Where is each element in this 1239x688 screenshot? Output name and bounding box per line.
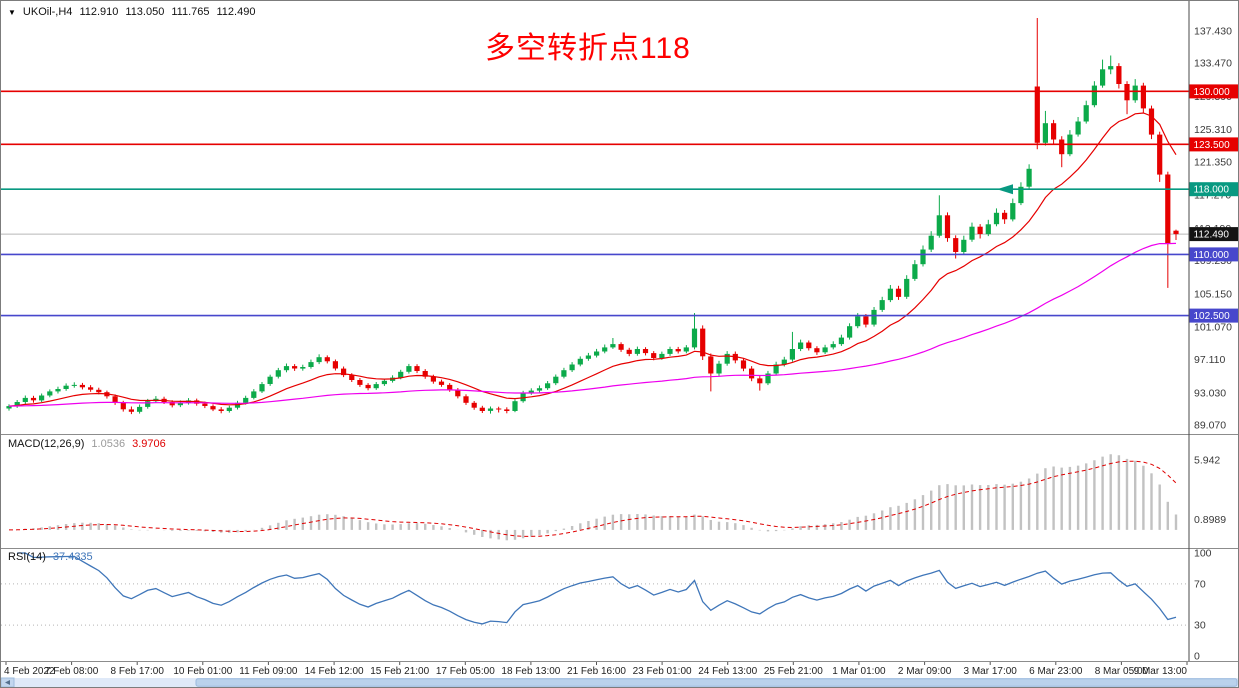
price-badge: 112.490 <box>1189 227 1238 242</box>
svg-text:8 Feb 17:00: 8 Feb 17:00 <box>111 666 165 677</box>
svg-text:14 Feb 12:00: 14 Feb 12:00 <box>305 666 364 677</box>
svg-text:15 Feb 21:00: 15 Feb 21:00 <box>370 666 429 677</box>
macd-signal-line <box>8 460 1177 537</box>
svg-text:6 Mar 23:00: 6 Mar 23:00 <box>1029 666 1083 677</box>
svg-text:10 Feb 01:00: 10 Feb 01:00 <box>173 666 232 677</box>
macd-main-value: 1.0536 <box>91 438 126 450</box>
svg-text:1 Mar 01:00: 1 Mar 01:00 <box>832 666 886 677</box>
price-badge: 123.500 <box>1189 137 1238 152</box>
svg-text:93.030: 93.030 <box>1194 387 1226 399</box>
svg-text:89.070: 89.070 <box>1194 420 1226 432</box>
svg-text:112.490: 112.490 <box>1194 230 1230 241</box>
slow-ma-line <box>8 242 1177 407</box>
svg-text:17 Feb 05:00: 17 Feb 05:00 <box>436 666 495 677</box>
svg-text:118.000: 118.000 <box>1194 185 1230 196</box>
svg-text:70: 70 <box>1194 578 1206 590</box>
svg-text:25 Feb 21:00: 25 Feb 21:00 <box>764 666 823 677</box>
rsi-indicator-label: RSI(14) 37.4335 <box>8 551 93 563</box>
bar-open-value: 112.910 <box>79 6 119 18</box>
candles-layer <box>6 18 1179 415</box>
svg-text:24 Feb 13:00: 24 Feb 13:00 <box>698 666 757 677</box>
bar-low-value: 111.765 <box>171 6 210 18</box>
svg-text:7 Feb 08:00: 7 Feb 08:00 <box>45 666 99 677</box>
macd-signal-value: 3.9706 <box>132 438 166 450</box>
bar-high-value: 113.050 <box>125 6 165 18</box>
svg-text:0.8989: 0.8989 <box>1194 514 1226 526</box>
svg-text:130.000: 130.000 <box>1194 87 1231 98</box>
left-arrow-marker <box>997 184 1013 195</box>
rsi-value: 37.4335 <box>52 551 93 563</box>
svg-text:8 Mar 05:00: 8 Mar 05:00 <box>1095 666 1149 677</box>
rsi-panel: 100 70 30 0 <box>1 548 1212 663</box>
symbol-info-bar: ▼ UKOil-,H4 112.910 113.050 111.765 112.… <box>8 6 255 18</box>
svg-text:21 Feb 16:00: 21 Feb 16:00 <box>567 666 626 677</box>
price-badge: 118.000 <box>1189 182 1238 197</box>
svg-text:9 Mar 13:00: 9 Mar 13:00 <box>1134 666 1188 677</box>
svg-text:110.000: 110.000 <box>1194 250 1230 261</box>
svg-text:23 Feb 01:00: 23 Feb 01:00 <box>633 666 692 677</box>
svg-text:102.500: 102.500 <box>1194 311 1231 322</box>
svg-text:2 Mar 09:00: 2 Mar 09:00 <box>898 666 952 677</box>
svg-text:0: 0 <box>1194 651 1200 663</box>
svg-text:133.470: 133.470 <box>1194 58 1232 70</box>
svg-text:4 Feb 2022: 4 Feb 2022 <box>4 666 55 677</box>
svg-text:105.150: 105.150 <box>1194 289 1232 301</box>
svg-text:100: 100 <box>1194 548 1212 560</box>
collapse-triangle-icon[interactable]: ▼ <box>8 7 16 17</box>
svg-text:123.500: 123.500 <box>1194 140 1231 151</box>
fast-ma-line <box>8 112 1177 407</box>
macd-panel: 5.942 0.8989 <box>8 454 1226 541</box>
macd-indicator-label: MACD(12,26,9) 1.0536 3.9706 <box>8 438 166 450</box>
rsi-name: RSI(14) <box>8 551 46 563</box>
svg-text:11 Feb 09:00: 11 Feb 09:00 <box>239 666 298 677</box>
price-badge: 102.500 <box>1189 308 1238 323</box>
price-badge: 130.000 <box>1189 84 1238 99</box>
svg-text:3 Mar 17:00: 3 Mar 17:00 <box>964 666 1018 677</box>
scrollbar-left-arrow-icon <box>5 680 10 685</box>
svg-text:30: 30 <box>1194 620 1206 632</box>
bar-close-value: 112.490 <box>216 6 256 18</box>
macd-name: MACD(12,26,9) <box>8 438 85 450</box>
svg-text:5.942: 5.942 <box>1194 454 1220 466</box>
svg-text:18 Feb 13:00: 18 Feb 13:00 <box>501 666 560 677</box>
svg-text:125.310: 125.310 <box>1194 124 1232 136</box>
chart-annotation-text: 多空转折点118 <box>485 32 691 65</box>
horizontal-scrollbar-thumb[interactable] <box>195 678 1238 687</box>
price-badge: 110.000 <box>1189 247 1238 262</box>
svg-text:137.430: 137.430 <box>1194 25 1232 37</box>
svg-text:101.070: 101.070 <box>1194 322 1232 334</box>
rsi-line <box>17 552 1177 625</box>
horizontal-levels-layer[interactable] <box>1 90 1189 317</box>
svg-text:97.110: 97.110 <box>1194 354 1225 366</box>
svg-text:121.350: 121.350 <box>1194 156 1232 168</box>
symbol-period-label: UKOil-,H4 <box>22 6 73 18</box>
